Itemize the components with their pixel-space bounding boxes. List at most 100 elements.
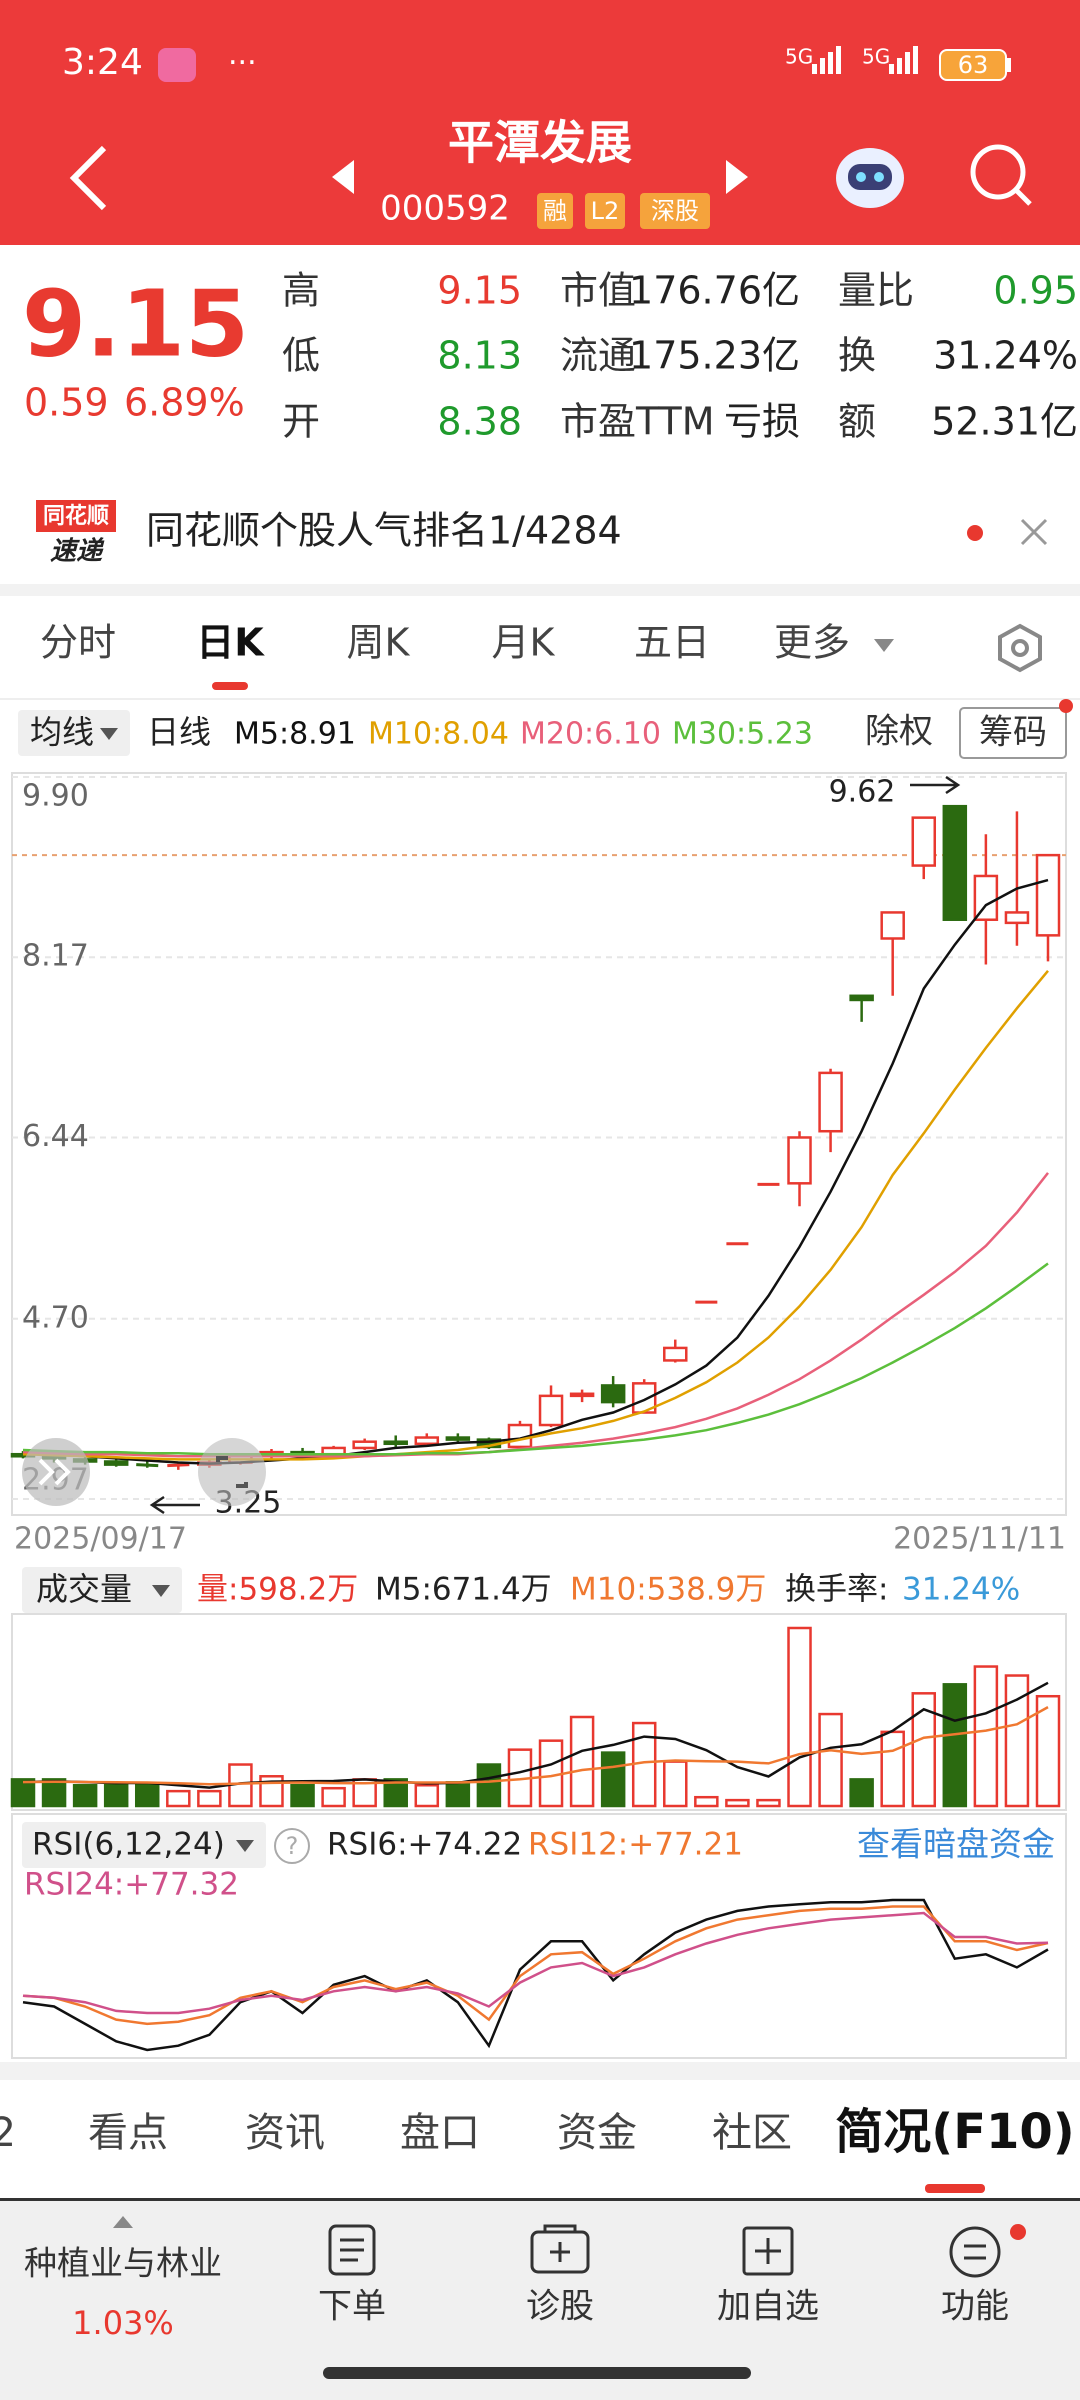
candle-body (787, 1136, 812, 1185)
dropdown-arrow (236, 1840, 254, 1852)
battery-level: 63 (958, 51, 989, 79)
separator (0, 2062, 1080, 2080)
volume-ma10-line (22, 1706, 1049, 1786)
info-tab[interactable]: 看点 (88, 2110, 168, 2156)
volume-bar (569, 1715, 595, 1808)
price-change: 0.59 (24, 381, 109, 425)
help-text: ? (286, 1832, 299, 1860)
period-tab[interactable]: 分时 (40, 621, 116, 665)
volume-bar (197, 1789, 222, 1808)
field-label: 市值 (560, 269, 636, 313)
volume-bar (321, 1786, 346, 1808)
high-annotation: 9.62 (829, 775, 896, 810)
tag: 深股 (651, 197, 699, 225)
kline-chart: 9.908.176.444.702.97 (10, 776, 1066, 1500)
rsi-select-bg[interactable] (22, 1822, 266, 1868)
chips-button-bg[interactable] (959, 707, 1067, 759)
volume-bar (10, 1778, 36, 1808)
volume-bar (166, 1789, 191, 1808)
period-tab[interactable]: 日K (196, 621, 265, 665)
info-tab[interactable]: 社区 (712, 2110, 792, 2156)
stock-code: 000592 (380, 189, 510, 229)
sector-name[interactable]: 种植业与林业 (24, 2244, 222, 2283)
robot-button[interactable] (836, 148, 904, 208)
back-button[interactable] (69, 145, 107, 211)
rsi-chart (22, 1898, 1049, 2052)
info-tab[interactable]: 资金 (557, 2110, 637, 2156)
tab-indicator (925, 2184, 985, 2193)
volume-bar (756, 1798, 781, 1808)
network: 5G (785, 45, 813, 69)
volume-label: 量:598.2万 (197, 1572, 358, 1608)
info-tab[interactable]: 简况(F10) (835, 2104, 1074, 2160)
period-tab[interactable]: 更多 (774, 621, 850, 665)
info-tab[interactable]: 资讯 (245, 2110, 325, 2156)
nav-item[interactable]: 下单 (318, 2287, 386, 2327)
rsi-line (22, 1898, 1049, 2052)
ma-label: M10:8.04 (368, 717, 509, 752)
nav-item[interactable]: 诊股 (526, 2287, 594, 2327)
banner-text[interactable]: 同花顺个股人气排名1/4284 (146, 509, 622, 553)
kline-panel (11, 772, 1067, 1516)
home-indicator (323, 2367, 751, 2379)
tag-bg (585, 193, 625, 229)
volume-select-bg[interactable] (22, 1567, 182, 1613)
exright-button[interactable]: 除权 (865, 712, 933, 752)
signal (812, 46, 918, 74)
candle-body (663, 1346, 688, 1362)
settings-button[interactable] (998, 623, 1042, 673)
nav-item[interactable]: 功能 (941, 2287, 1009, 2327)
battery (939, 49, 1007, 81)
tab-indicator (212, 682, 248, 690)
volume-bar (72, 1784, 98, 1808)
search-button[interactable] (970, 144, 1032, 206)
next-stock[interactable] (726, 160, 748, 194)
rsi-line (22, 1911, 1049, 2015)
period-tab[interactable]: 月K (492, 621, 556, 665)
volume-bar (414, 1784, 440, 1808)
field-value: 31.24% (933, 334, 1078, 378)
ma-select[interactable]: 均线 (30, 713, 94, 751)
help-icon[interactable] (274, 1828, 310, 1864)
candle-body (880, 911, 905, 940)
candle-body (600, 1384, 626, 1404)
prev-stock[interactable] (332, 160, 354, 194)
volume-bar (1004, 1674, 1030, 1808)
candle-body (103, 1460, 129, 1466)
info-tab[interactable]: 2 (0, 2110, 16, 2156)
volume-bar (103, 1784, 129, 1808)
tag-bg (640, 193, 710, 229)
volume-bar (41, 1778, 67, 1808)
turnover-value: 31.24% (902, 1572, 1020, 1608)
nav-item[interactable]: 加自选 (717, 2287, 819, 2327)
field-label: 量比 (838, 269, 914, 313)
ma-label: M20:6.10 (520, 717, 661, 752)
chips-button[interactable]: 筹码 (979, 713, 1047, 753)
unread-dot (1010, 2224, 1026, 2240)
field-value: 8.13 (437, 334, 522, 378)
price-change-pct: 6.89% (124, 381, 245, 425)
volume-bar (134, 1784, 160, 1808)
volume-select[interactable]: 成交量 (36, 1570, 132, 1608)
candle-body (414, 1436, 440, 1446)
turnover-label: 换手率: (785, 1572, 888, 1608)
ma-select-bg[interactable] (18, 710, 130, 756)
period-tab[interactable]: 五日 (634, 621, 710, 665)
volume-bar (880, 1730, 905, 1808)
rsi-select[interactable]: RSI(6,12,24) (32, 1827, 225, 1863)
overlay-buttons[interactable] (22, 1438, 266, 1506)
last-price: 9.15 (22, 270, 249, 377)
ma-label: M5:8.91 (234, 717, 356, 752)
field-label: 低 (282, 334, 320, 378)
info-tab[interactable]: 盘口 (400, 2110, 480, 2156)
info-tabs: 2 看点 资讯 盘口 资金 社区 简况(F10) (0, 2104, 1075, 2160)
logo-text: 同花顺 (43, 503, 109, 529)
dark-pool-link[interactable]: 查看暗盘资金 (857, 1825, 1055, 1864)
field-label: 流通 (560, 334, 636, 378)
volume-bar (663, 1760, 688, 1808)
app-icon (158, 48, 196, 82)
close-banner[interactable] (1020, 518, 1048, 546)
candle-body (569, 1392, 595, 1398)
period-tab[interactable]: 周K (347, 621, 411, 665)
